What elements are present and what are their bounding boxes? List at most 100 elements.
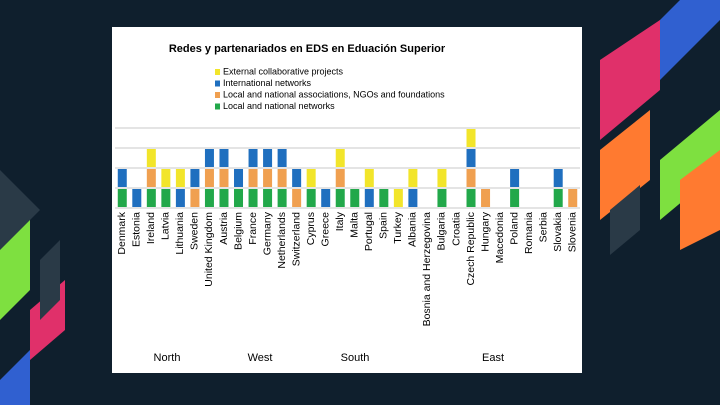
bar-segment [481, 189, 491, 207]
x-tick-label: Estonia [131, 212, 143, 247]
x-tick-label: United Kingdom [203, 212, 215, 287]
group-label: East [482, 352, 504, 364]
x-tick-label: France [247, 212, 259, 245]
legend-swatch [215, 69, 220, 75]
x-tick-label: Greece [319, 212, 331, 247]
bar-segment [510, 169, 520, 187]
bar-segment [335, 189, 345, 207]
decor [600, 110, 650, 220]
x-tick-label: Serbia [537, 212, 549, 243]
group-label: South [341, 352, 370, 364]
bar-segment [350, 189, 360, 207]
bar-segment [219, 189, 229, 207]
x-tick-label: Germany [261, 211, 273, 255]
bar-segment [146, 189, 156, 207]
x-tick-label: Netherlands [276, 212, 288, 269]
x-tick-label: Belgium [232, 212, 244, 250]
bar-segment [219, 149, 229, 167]
x-tick-label: Austria [218, 212, 230, 245]
x-tick-label: Turkey [392, 211, 404, 243]
x-tick-label: Denmark [116, 211, 128, 254]
bar-segment [306, 169, 316, 187]
x-tick-label: Italy [334, 211, 346, 231]
bar-segment [277, 189, 287, 207]
group-label: West [248, 352, 273, 364]
legend-label: Local and national associations, NGOs an… [223, 89, 445, 99]
bar-segment [204, 149, 214, 167]
bar-segment [132, 189, 142, 207]
bar-segment [466, 149, 476, 167]
x-tick-label: Hungary [479, 211, 491, 251]
bar-segment [219, 169, 229, 187]
bar-segment [263, 149, 273, 167]
legend-label: Local and national networks [223, 101, 335, 111]
legend-swatch [215, 80, 220, 87]
bar-segment [364, 189, 374, 207]
bar-segment [466, 189, 476, 207]
bar-segment [379, 189, 389, 207]
legend-label: External collaborative projects [223, 66, 344, 76]
bar-segment [553, 169, 563, 187]
bar-segment [263, 189, 273, 207]
legend-swatch [215, 92, 220, 98]
bar-segment [553, 189, 563, 207]
decor [660, 110, 720, 220]
x-tick-label: Spain [378, 212, 390, 239]
x-tick-label: Sweden [189, 212, 201, 250]
bar-segment [190, 189, 200, 207]
x-tick-label: Romania [523, 212, 535, 254]
bar-segment [117, 189, 127, 207]
bar-segment [335, 169, 345, 187]
bar-segment [466, 169, 476, 187]
decor [0, 170, 40, 250]
x-tick-label: Bulgaria [436, 212, 448, 251]
bar-segment [408, 169, 418, 187]
bar-segment [568, 189, 578, 207]
legend-label: International networks [223, 78, 312, 88]
x-tick-label: Slovenia [567, 212, 579, 252]
bar-segment [234, 189, 244, 207]
decor [40, 240, 60, 320]
bar-segment [146, 149, 156, 167]
bar-segment [510, 189, 520, 207]
bar-segment [466, 129, 476, 147]
bar-segment [204, 169, 214, 187]
x-tick-label: Portugal [363, 212, 375, 251]
bar-segment [175, 189, 185, 207]
decor [0, 350, 30, 405]
bar-segment [408, 189, 418, 207]
decor [610, 185, 640, 255]
bar-segment [321, 189, 331, 207]
x-tick-label: Croatia [450, 212, 462, 246]
x-tick-label: Switzerland [290, 212, 302, 266]
bar-segment [117, 169, 127, 187]
bar-segment [437, 189, 447, 207]
group-label: North [154, 352, 181, 364]
x-tick-label: Poland [508, 212, 520, 245]
bar-segment [161, 189, 171, 207]
bar-segment [292, 189, 302, 207]
x-tick-label: Czech Republic [465, 212, 477, 286]
bar-segment [204, 189, 214, 207]
bar-segment [248, 189, 258, 207]
x-tick-label: Slovakia [552, 212, 564, 252]
x-tick-label: Malta [349, 212, 361, 238]
x-tick-label: Macedonia [494, 212, 506, 264]
chart-title: Redes y partenariados en EDS en Eduación… [169, 43, 446, 55]
decor [680, 150, 720, 250]
bar-segment [292, 169, 302, 187]
decor [600, 20, 660, 140]
x-tick-label: Latvia [160, 212, 172, 240]
bar-segment [234, 169, 244, 187]
bar-segment [263, 169, 273, 187]
x-tick-label: Albania [407, 212, 419, 247]
bar-segment [335, 149, 345, 167]
bar-segment [437, 169, 447, 187]
bar-segment [393, 189, 403, 207]
bar-segment [146, 169, 156, 187]
bar-segment [190, 169, 200, 187]
x-tick-label: Bosnia and Herzegovina [421, 212, 433, 327]
chart-panel [112, 27, 582, 373]
